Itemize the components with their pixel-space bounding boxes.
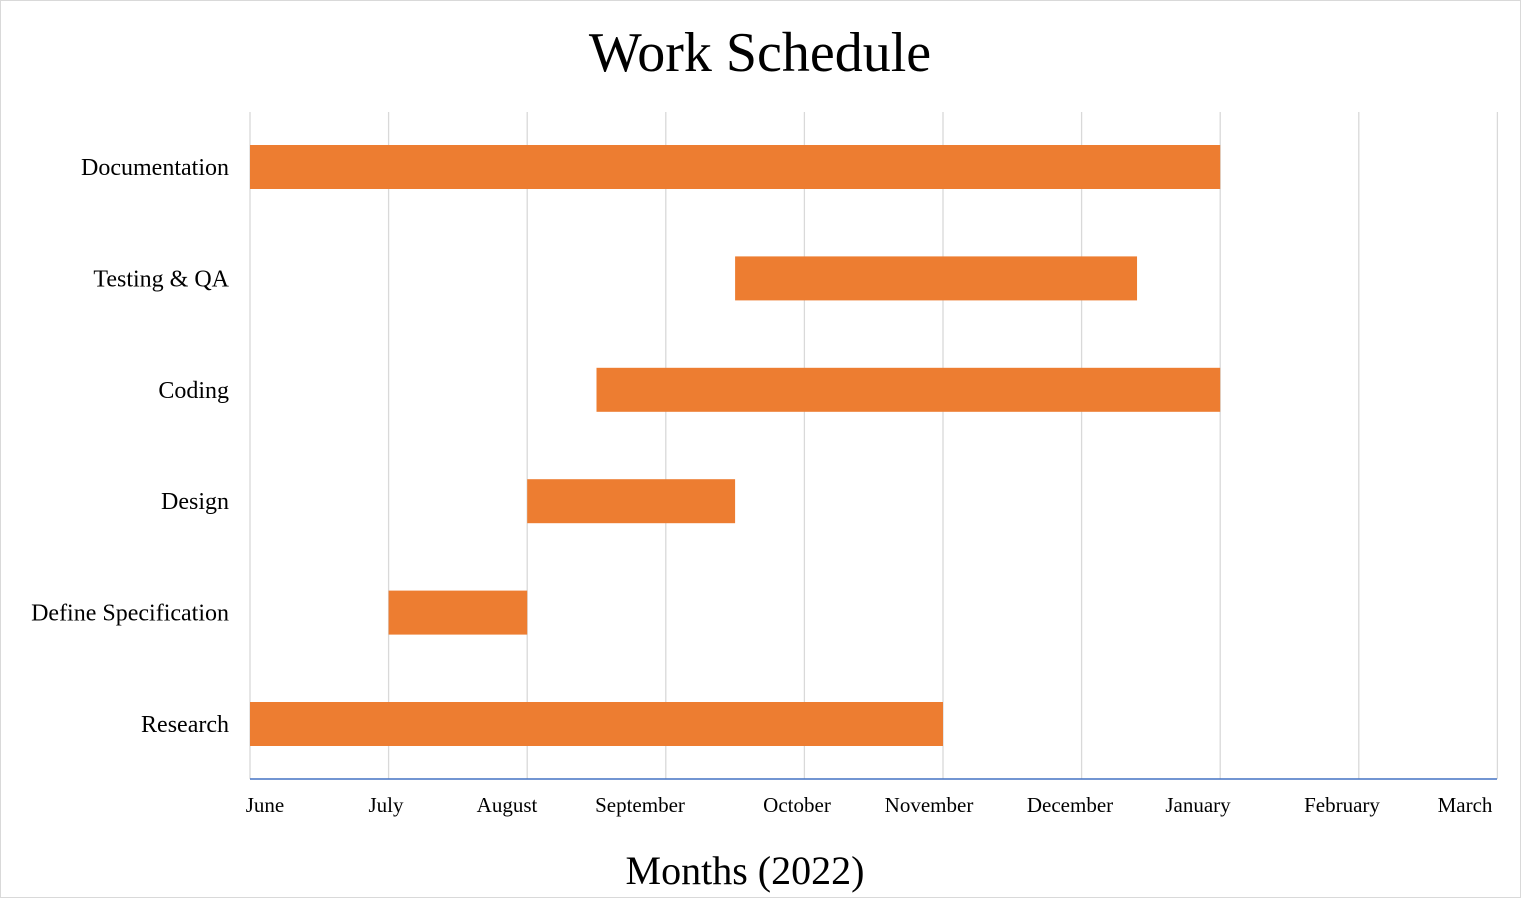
- x-tick-label: June: [246, 793, 285, 817]
- bar: [527, 479, 736, 524]
- category-label: Research: [141, 712, 229, 738]
- category-label: Testing & QA: [93, 266, 229, 292]
- chart-title: Work Schedule: [589, 22, 931, 84]
- x-tick-label: September: [595, 793, 685, 817]
- x-tick-label: July: [368, 793, 404, 817]
- category-labels: Documentation Testing & QA Coding Design Def…: [31, 155, 230, 738]
- bar: [250, 145, 1221, 189]
- bar: [388, 590, 528, 635]
- bar: [250, 702, 943, 746]
- x-tick-labels: June July August September October November De…: [246, 793, 1493, 817]
- category-label: Documentation: [81, 155, 229, 181]
- x-tick-label: November: [885, 793, 974, 817]
- bar: [596, 367, 1221, 412]
- x-tick-label: October: [763, 793, 831, 817]
- x-tick-label: February: [1304, 793, 1380, 817]
- x-tick-label: December: [1027, 793, 1113, 817]
- x-axis-title: Months (2022): [626, 848, 865, 893]
- gridlines: [249, 112, 1499, 779]
- x-tick-label: January: [1165, 793, 1231, 817]
- category-label: Design: [161, 489, 229, 515]
- category-label: Define Specification: [31, 601, 229, 627]
- x-tick-label: March: [1438, 793, 1493, 817]
- bar: [735, 256, 1138, 301]
- x-tick-label: August: [477, 793, 538, 817]
- category-label: Coding: [158, 378, 229, 404]
- bars: [250, 145, 1221, 746]
